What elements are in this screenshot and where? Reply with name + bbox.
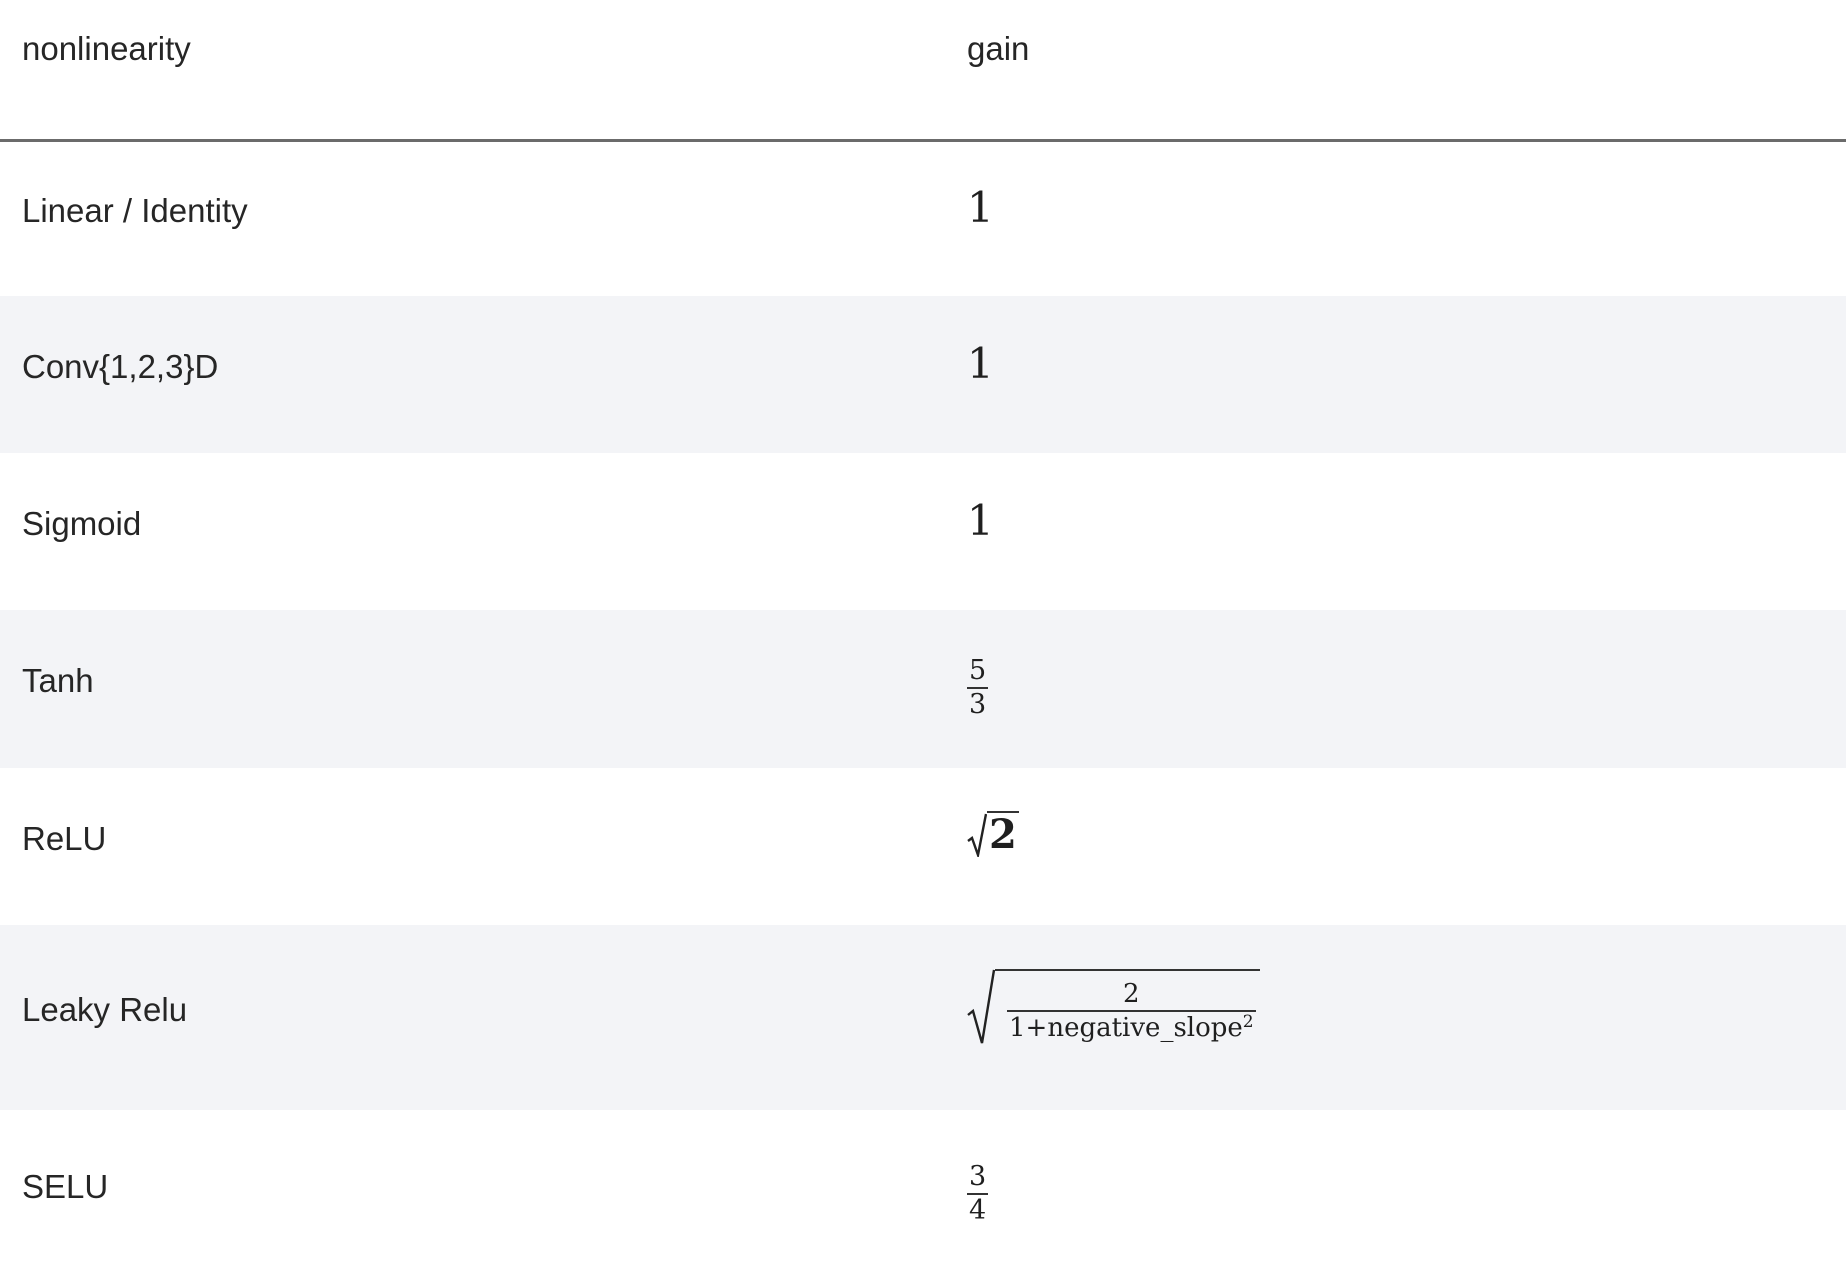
nonlinearity-name: Conv{1,2,3}D	[22, 347, 219, 385]
fraction-denominator: 3	[967, 687, 989, 720]
nonlinearity-name: ReLU	[22, 819, 107, 857]
fraction-numerator: 3	[969, 1161, 987, 1192]
gain-cell: 3 4	[945, 1110, 1846, 1280]
nonlinearity-cell: ReLU	[0, 768, 945, 925]
gain-fraction: 3 4	[967, 1161, 989, 1226]
nonlinearity-name: Sigmoid	[22, 504, 142, 542]
table-row: Leaky Relu 2 1+negative_slope2	[0, 925, 1846, 1110]
fraction-numerator: 5	[969, 655, 987, 686]
table-row: ReLU 2	[0, 768, 1846, 925]
nonlinearity-name: Leaky Relu	[22, 990, 188, 1028]
header-nonlinearity: nonlinearity	[0, 0, 945, 142]
denominator-exponent: 2	[1242, 1011, 1254, 1032]
table-row: SELU 3 4	[0, 1110, 1846, 1280]
nonlinearity-cell: Leaky Relu	[0, 925, 945, 1110]
fraction-numerator: 2	[1123, 978, 1140, 1009]
gain-sqrt: 2	[967, 810, 1019, 858]
gain-value: 1	[967, 339, 994, 388]
gain-cell: 2	[945, 768, 1846, 925]
fraction-denominator: 4	[967, 1193, 989, 1226]
gain-cell: 1	[945, 453, 1846, 610]
gain-value: 1	[967, 496, 994, 545]
sqrt-radicand: 2	[987, 810, 1019, 858]
gain-value: 1	[967, 183, 994, 233]
nonlinearity-name: SELU	[22, 1168, 109, 1205]
table-row: Conv{1,2,3}D 1	[0, 296, 1846, 453]
gain-cell: 1	[945, 140, 1846, 296]
gain-sqrt-fraction: 2 1+negative_slope2	[967, 968, 1260, 1045]
gain-fraction: 5 3	[967, 655, 989, 720]
table-header-row: nonlinearity gain	[0, 0, 1846, 142]
nonlinearity-cell: Conv{1,2,3}D	[0, 296, 945, 453]
denominator-base: 1+negative_slope	[1009, 1012, 1243, 1043]
gain-cell: 1	[945, 296, 1846, 453]
nonlinearity-name: Tanh	[22, 662, 94, 699]
header-gain: gain	[945, 0, 1846, 142]
nonlinearity-name: Linear / Identity	[22, 191, 248, 229]
nonlinearity-cell: Linear / Identity	[0, 140, 945, 296]
fraction-denominator: 1+negative_slope2	[1007, 1009, 1256, 1043]
nonlinearity-cell: Sigmoid	[0, 453, 945, 610]
sqrt-symbol-icon	[967, 969, 995, 1043]
gain-cell: 2 1+negative_slope2	[945, 925, 1846, 1110]
table-row: Linear / Identity 1	[0, 140, 1846, 296]
gain-cell: 5 3	[945, 610, 1846, 768]
table-row: Tanh 5 3	[0, 610, 1846, 768]
nonlinearity-cell: SELU	[0, 1110, 945, 1280]
table-row: Sigmoid 1	[0, 453, 1846, 610]
nonlinearity-cell: Tanh	[0, 610, 945, 768]
sqrt-symbol-icon	[967, 813, 987, 857]
gain-fraction: 2 1+negative_slope2	[1007, 980, 1256, 1042]
sqrt-radicand: 2 1+negative_slope2	[995, 968, 1260, 1045]
